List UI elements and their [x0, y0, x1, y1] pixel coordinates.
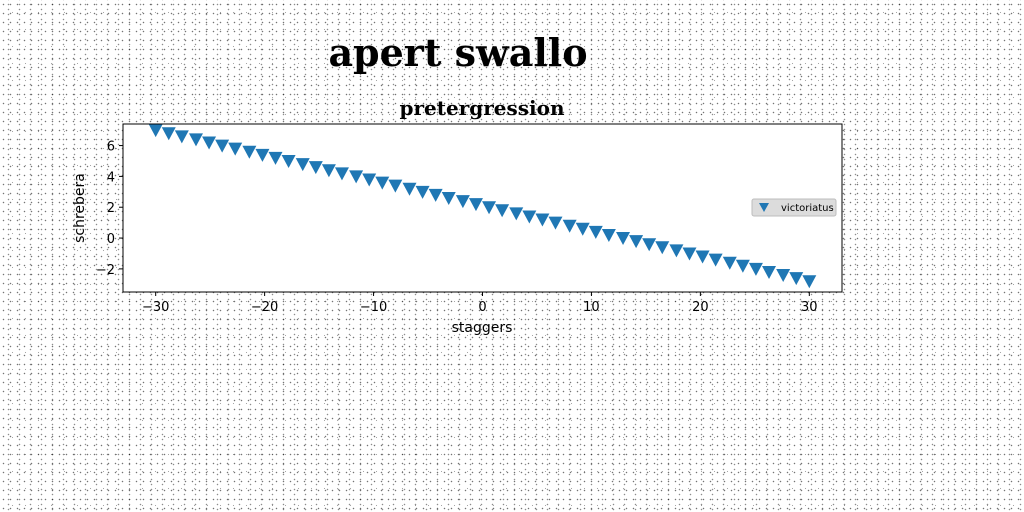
y-tick-label: 0 — [107, 232, 115, 247]
data-point — [228, 142, 243, 156]
data-point — [616, 232, 631, 246]
data-point — [321, 164, 336, 178]
data-point — [188, 133, 203, 147]
data-point — [362, 173, 377, 187]
legend: victoriatus — [751, 198, 837, 217]
legend-label: victoriatus — [781, 203, 834, 214]
data-point — [575, 222, 590, 236]
legend-marker — [759, 203, 769, 212]
x-tick-label: 10 — [583, 300, 600, 315]
data-point — [629, 235, 644, 249]
x-tick-label: −10 — [360, 300, 387, 315]
data-point — [548, 216, 563, 230]
x-tick-label: 0 — [478, 300, 486, 315]
data-point — [776, 269, 791, 283]
figure-title: apert swallo — [328, 30, 587, 75]
data-point — [482, 201, 497, 215]
data-point — [735, 259, 750, 273]
data-point — [334, 167, 349, 181]
y-tick-label: 2 — [107, 201, 115, 216]
plot-area — [123, 124, 842, 292]
chart-title: pretergression — [400, 96, 565, 120]
y-tick-label: −2 — [96, 263, 115, 278]
data-point — [148, 124, 163, 138]
data-points — [148, 124, 817, 289]
data-point — [415, 185, 430, 199]
data-point — [455, 195, 470, 209]
x-tick-label: 30 — [801, 300, 818, 315]
data-point — [802, 275, 817, 289]
data-point — [762, 265, 777, 279]
data-point — [268, 151, 283, 165]
data-point — [669, 244, 684, 258]
data-point — [562, 219, 577, 233]
data-point — [295, 158, 310, 172]
data-point — [588, 225, 603, 239]
data-point — [509, 207, 524, 221]
y-axis-ticks: −2 0 2 4 6 — [96, 140, 123, 278]
data-point — [242, 145, 257, 159]
data-point — [255, 148, 270, 162]
data-point — [722, 256, 737, 270]
x-tick-label: −20 — [251, 300, 278, 315]
data-point — [522, 210, 537, 224]
data-point — [202, 136, 217, 150]
data-point — [428, 188, 443, 202]
data-point — [161, 127, 176, 141]
data-point — [642, 238, 657, 252]
data-point — [789, 272, 804, 286]
x-tick-label: 20 — [692, 300, 709, 315]
x-axis-label: staggers — [452, 320, 513, 336]
legend-box — [751, 198, 837, 217]
data-point — [601, 228, 616, 242]
data-point — [535, 213, 550, 227]
data-point — [495, 204, 510, 218]
x-tick-label: −30 — [142, 300, 169, 315]
data-point — [308, 161, 323, 175]
data-point — [215, 139, 230, 153]
data-point — [349, 170, 364, 184]
data-point — [468, 198, 483, 212]
data-point — [708, 253, 723, 267]
data-point — [388, 179, 403, 193]
data-point — [441, 191, 456, 205]
data-point — [402, 182, 417, 196]
data-point — [281, 154, 296, 168]
data-point — [695, 250, 710, 264]
data-point — [655, 241, 670, 255]
y-tick-label: 4 — [107, 170, 115, 185]
y-tick-label: 6 — [107, 140, 115, 155]
x-axis-ticks: −30 −20 −10 0 10 20 30 — [142, 292, 818, 315]
y-axis-label: schrebera — [72, 173, 88, 243]
data-point — [174, 130, 189, 144]
data-point — [682, 247, 697, 261]
data-point — [748, 262, 763, 276]
data-point — [375, 176, 390, 190]
